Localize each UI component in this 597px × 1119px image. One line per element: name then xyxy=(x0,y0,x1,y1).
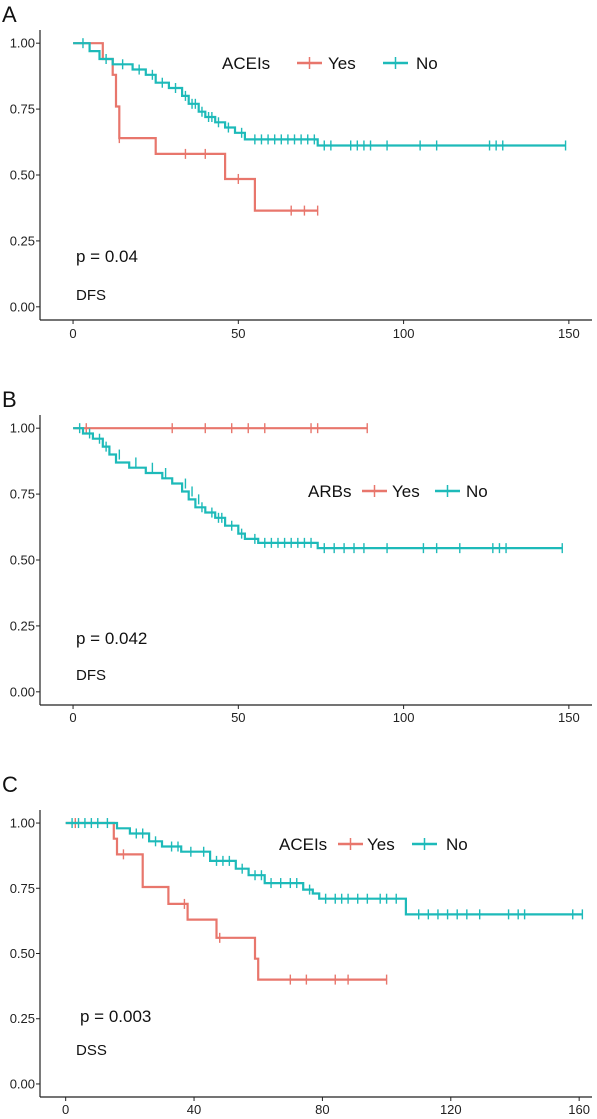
series-yes xyxy=(73,42,319,216)
y-tick-label: 1.00 xyxy=(10,421,35,436)
legend: ARBs Yes No xyxy=(308,482,488,501)
y-tick-label: 0.50 xyxy=(10,168,35,183)
x-tick-label: 50 xyxy=(231,326,245,341)
legend-label-no: No xyxy=(416,54,438,73)
x-tick-label: 0 xyxy=(62,1102,69,1117)
x-tick-label: 150 xyxy=(558,710,580,725)
y-tick-label: 0.50 xyxy=(10,553,35,568)
endpoint-label: DFS xyxy=(76,667,106,684)
x-tick-label: 50 xyxy=(231,710,245,725)
y-tick-label: 0.00 xyxy=(10,299,35,314)
legend: ACEIs Yes No xyxy=(279,835,468,854)
panel-a: 0.00 0.25 0.50 0.75 1.00 0 50 100 150 A p = 0.04… xyxy=(2,2,592,341)
panel-b: 0.00 0.25 0.50 0.75 1.00 0 50 100 150 B p = 0.04… xyxy=(2,387,592,725)
y-tick-label: 0.50 xyxy=(10,946,35,961)
y-tick-label: 1.00 xyxy=(10,36,35,51)
series-no xyxy=(65,818,584,920)
y-tick-label: 0.25 xyxy=(10,618,35,633)
x-tick-label: 0 xyxy=(69,326,76,341)
y-tick-label: 1.00 xyxy=(10,816,35,831)
axes: 0.00 0.25 0.50 0.75 1.00 0 40 80 120 160 xyxy=(10,810,592,1117)
y-tick-label: 0.25 xyxy=(10,233,35,248)
legend-title: ACEIs xyxy=(222,54,270,73)
series-yes xyxy=(73,423,368,434)
p-value-label: p = 0.042 xyxy=(76,629,147,648)
axes: 0.00 0.25 0.50 0.75 1.00 0 50 100 150 xyxy=(10,415,592,725)
legend-title: ARBs xyxy=(308,482,351,501)
survival-curve-yes xyxy=(73,42,318,212)
x-tick-label: 160 xyxy=(568,1102,590,1117)
axes: 0.00 0.25 0.50 0.75 1.00 0 50 100 150 xyxy=(10,30,592,341)
endpoint-label: DSS xyxy=(76,1042,107,1059)
p-value-label: p = 0.04 xyxy=(76,247,138,266)
y-tick-label: 0.75 xyxy=(10,487,35,502)
panel-c: 0.00 0.25 0.50 0.75 1.00 0 40 80 120 160 C p = 0.… xyxy=(2,772,592,1117)
x-tick-label: 150 xyxy=(558,326,580,341)
x-tick-label: 120 xyxy=(440,1102,462,1117)
y-tick-label: 0.75 xyxy=(10,881,35,896)
y-tick-label: 0.25 xyxy=(10,1011,35,1026)
x-tick-label: 0 xyxy=(69,710,76,725)
y-tick-label: 0.75 xyxy=(10,102,35,117)
panel-letter: A xyxy=(2,2,17,27)
legend-label-yes: Yes xyxy=(392,482,420,501)
x-tick-label: 80 xyxy=(315,1102,329,1117)
panel-letter: C xyxy=(2,772,18,797)
p-value-label: p = 0.003 xyxy=(80,1007,151,1026)
survival-curve-yes xyxy=(65,821,387,981)
survival-curve-no xyxy=(65,821,583,916)
legend-label-yes: Yes xyxy=(367,835,395,854)
legend-label-no: No xyxy=(466,482,488,501)
x-tick-label: 100 xyxy=(393,710,415,725)
y-tick-label: 0.00 xyxy=(10,684,35,699)
series-no xyxy=(73,423,563,554)
series-no xyxy=(73,38,567,151)
x-tick-label: 100 xyxy=(393,326,415,341)
legend-label-yes: Yes xyxy=(328,54,356,73)
legend-title: ACEIs xyxy=(279,835,327,854)
endpoint-label: DFS xyxy=(76,287,106,304)
x-tick-label: 40 xyxy=(187,1102,201,1117)
legend-label-no: No xyxy=(446,835,468,854)
legend: ACEIs Yes No xyxy=(222,54,438,73)
survival-curve-no xyxy=(73,42,566,147)
panel-letter: B xyxy=(2,387,17,412)
y-tick-label: 0.00 xyxy=(10,1076,35,1091)
